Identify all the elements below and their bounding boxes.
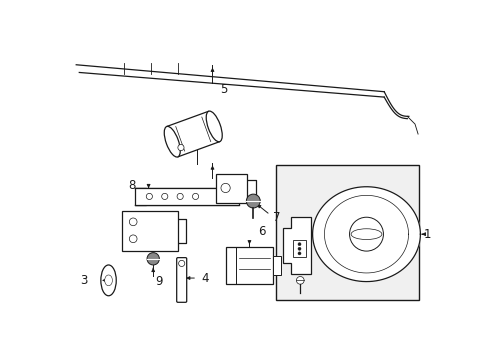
FancyBboxPatch shape: [176, 258, 186, 302]
Polygon shape: [312, 187, 420, 282]
Bar: [216, 174, 246, 203]
Circle shape: [246, 194, 260, 208]
Polygon shape: [166, 111, 219, 157]
Text: 3: 3: [80, 274, 87, 287]
Circle shape: [296, 276, 304, 284]
Bar: [273, 256, 281, 275]
Ellipse shape: [206, 111, 222, 142]
Circle shape: [129, 218, 137, 226]
Ellipse shape: [164, 126, 180, 157]
Circle shape: [349, 217, 383, 251]
Text: 8: 8: [128, 179, 135, 192]
Circle shape: [162, 193, 167, 199]
Ellipse shape: [350, 229, 381, 239]
Bar: [122, 211, 178, 251]
Text: 6: 6: [258, 225, 265, 238]
Circle shape: [178, 260, 184, 266]
Text: 1: 1: [423, 228, 430, 240]
Text: 4: 4: [201, 271, 208, 284]
Bar: [225, 247, 273, 284]
Circle shape: [146, 193, 152, 199]
Text: 7: 7: [272, 211, 280, 225]
Ellipse shape: [101, 265, 116, 296]
Circle shape: [192, 193, 198, 199]
Circle shape: [221, 183, 230, 193]
Text: 5: 5: [220, 83, 227, 96]
Circle shape: [129, 235, 137, 243]
Bar: [135, 188, 239, 205]
Circle shape: [297, 243, 301, 246]
Circle shape: [178, 144, 183, 150]
Circle shape: [297, 252, 301, 255]
Bar: [276, 165, 418, 300]
Polygon shape: [283, 217, 310, 274]
Circle shape: [177, 193, 183, 199]
Text: 2: 2: [218, 174, 226, 187]
Text: 9: 9: [155, 275, 163, 288]
Ellipse shape: [104, 275, 112, 286]
Circle shape: [147, 253, 159, 265]
Circle shape: [297, 247, 301, 250]
Bar: [292, 240, 306, 257]
